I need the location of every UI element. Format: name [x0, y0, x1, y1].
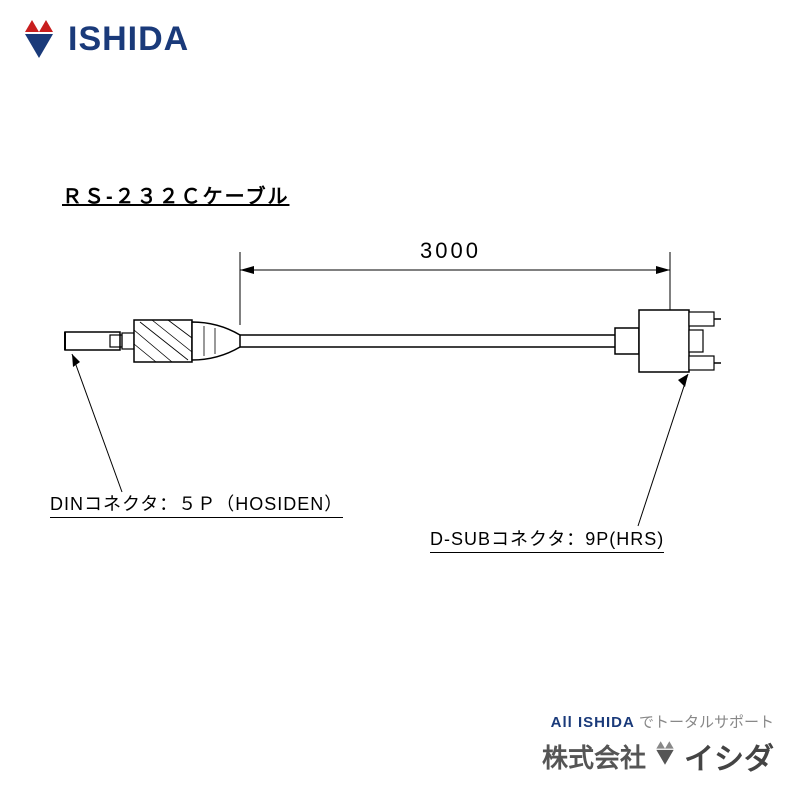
- footer-logo-mark-icon: [652, 740, 678, 773]
- dimension-value: 3000: [420, 238, 481, 264]
- product-title: ＲＳ-２３２Ｃケーブル: [62, 180, 289, 209]
- logo-text: ISHIDA: [68, 20, 189, 59]
- left-connector-label: DINコネクタ：５Ｐ（HOSIDEN）: [50, 490, 343, 518]
- footer-company: 株式会社 イシダ: [542, 734, 774, 778]
- company-name: イシダ: [684, 734, 774, 778]
- footer: All ISHIDA でトータルサポート 株式会社 イシダ: [542, 711, 774, 778]
- logo-mark-icon: [18, 18, 60, 60]
- cable-diagram: 3000: [40, 240, 760, 540]
- footer-tagline-rest: でトータルサポート: [635, 714, 774, 731]
- logo-top: ISHIDA: [18, 18, 189, 60]
- company-prefix: 株式会社: [542, 738, 646, 775]
- footer-tagline: All ISHIDA でトータルサポート: [542, 711, 774, 732]
- right-connector-label: D-SUBコネクタ：9P(HRS): [430, 525, 664, 553]
- footer-brand: All ISHIDA: [551, 714, 635, 731]
